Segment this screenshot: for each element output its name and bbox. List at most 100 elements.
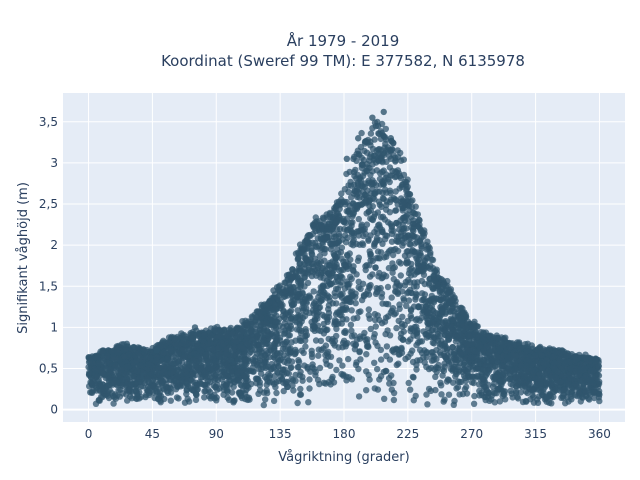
data-point [262,396,269,403]
data-point [405,379,412,387]
data-point [412,293,419,301]
data-point [402,234,410,241]
data-point [453,370,460,378]
data-point [528,342,535,349]
data-point [394,167,402,174]
data-point [373,255,380,262]
data-point [353,191,360,198]
data-point [365,306,372,313]
data-point [309,364,316,371]
data-point [136,395,143,402]
data-point [438,286,445,293]
data-point [501,391,508,398]
data-point [319,265,326,272]
data-point [375,285,382,293]
data-point [297,391,305,398]
data-point [348,307,355,314]
data-point [400,297,408,304]
data-point [96,386,103,393]
data-point [366,315,373,322]
data-point [568,389,575,396]
data-point [429,326,437,333]
data-point [238,394,246,402]
data-point [318,346,325,354]
data-point [441,363,448,371]
data-point [292,346,299,354]
data-point [162,376,169,384]
data-point [367,325,374,333]
data-point [320,215,327,222]
data-point [316,252,323,260]
data-point [595,363,602,370]
data-point [381,395,388,402]
data-point [449,344,456,351]
data-point [393,324,400,332]
data-point [517,389,524,396]
data-point [294,274,302,281]
data-point [201,331,208,338]
data-point [348,333,356,340]
data-point [377,373,385,380]
data-point [429,285,437,293]
data-point [572,381,579,388]
data-point [491,346,499,353]
data-point [420,233,427,240]
data-point [172,340,179,347]
data-point [384,301,392,308]
data-point [287,307,295,314]
data-point [383,273,390,280]
data-point [275,363,282,370]
data-point [405,194,412,201]
data-point [122,346,129,353]
data-point [354,181,362,188]
data-point [307,294,314,301]
data-point [308,250,315,257]
data-point [373,182,380,189]
data-point [246,396,253,403]
data-point [103,382,111,390]
data-point [297,267,304,274]
data-point [343,227,351,234]
data-point [373,167,381,174]
data-point [329,373,336,381]
data-point [394,289,401,296]
data-point [421,280,428,288]
scatter-points [85,108,603,409]
data-point [160,363,168,370]
data-point [391,264,398,271]
data-point [371,385,378,392]
data-point [381,254,388,261]
data-point [359,227,366,234]
data-point [418,290,426,297]
data-point [312,337,320,344]
data-point [286,346,294,354]
data-point [234,370,241,377]
data-point [371,359,378,366]
data-point [315,352,322,359]
data-point [352,293,359,301]
data-point [235,350,243,358]
data-point [386,356,394,363]
data-point [322,342,330,349]
data-point [397,157,405,164]
data-point [214,386,221,393]
data-point [283,355,291,362]
data-point [348,327,355,334]
data-point [288,364,295,371]
data-point [273,389,280,397]
data-point [363,167,371,175]
data-point [329,300,336,307]
data-point [392,188,399,195]
data-point [294,364,301,371]
data-point [390,396,398,404]
data-point [362,266,369,274]
data-point [367,142,374,149]
data-point [230,352,237,359]
data-point [389,347,396,354]
data-point [356,348,363,356]
data-point [427,387,435,395]
data-point [266,374,273,381]
data-point [436,340,444,348]
data-point [325,379,332,386]
data-point [405,297,413,304]
